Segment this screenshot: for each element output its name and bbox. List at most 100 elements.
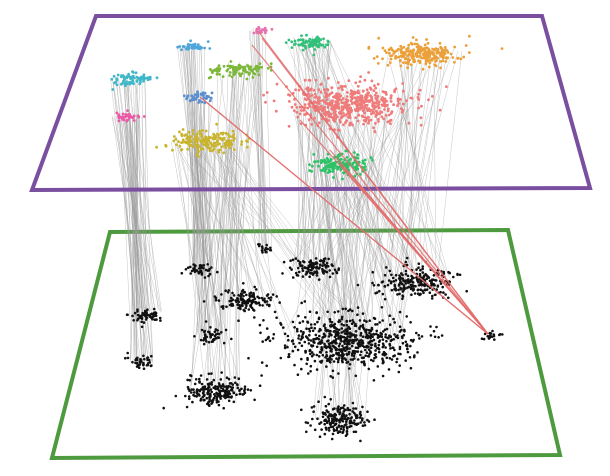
- lower-node-426: [296, 274, 300, 277]
- interlayer-edge-187: [191, 139, 203, 385]
- upper-node-1437: [326, 158, 330, 162]
- lower-node-87: [145, 364, 149, 367]
- lower-node-677: [430, 282, 433, 285]
- upper-node-1207: [385, 51, 388, 54]
- interlayer-edge-163: [121, 119, 137, 365]
- upper-node-855: [319, 104, 323, 108]
- lower-node-1244: [369, 358, 373, 362]
- interlayer-edge-345: [223, 130, 332, 318]
- upper-node-947: [330, 86, 334, 90]
- lower-node-1673: [337, 424, 341, 427]
- lower-node-1338: [207, 372, 211, 376]
- lower-node-1263: [339, 338, 343, 342]
- lower-node-1622: [338, 412, 341, 416]
- lower-node-863: [321, 353, 325, 357]
- lower-node-932: [381, 342, 385, 346]
- upper-node-1176: [442, 54, 445, 58]
- lower-node-1391: [188, 397, 191, 401]
- upper-node-386: [124, 115, 127, 118]
- interlayer-edge-198: [197, 135, 270, 305]
- upper-node-1323: [416, 55, 420, 58]
- upper-node-200: [316, 40, 320, 43]
- lower-node-1448: [218, 383, 221, 387]
- lower-node-1099: [306, 336, 309, 340]
- lower-node-1195: [282, 326, 285, 329]
- upper-node-1298: [399, 64, 403, 68]
- lower-node-948: [330, 350, 333, 353]
- lower-node-974: [309, 352, 312, 356]
- upper-node-1138: [375, 55, 379, 58]
- lower-node-1283: [340, 315, 344, 319]
- lower-node-569: [371, 270, 375, 274]
- lower-node-1592: [366, 418, 369, 422]
- lower-node-1136: [331, 354, 335, 358]
- upper-node-1087: [389, 100, 393, 103]
- lower-node-1224: [260, 361, 264, 364]
- upper-node-827: [327, 119, 330, 123]
- lower-node-1347: [199, 399, 202, 402]
- lower-node-534: [406, 274, 410, 278]
- lower-node-325: [250, 300, 254, 303]
- lower-node-116: [202, 264, 206, 267]
- interlayer-edge-230: [297, 95, 381, 270]
- upper-node-1076: [366, 93, 369, 97]
- upper-node-863: [317, 88, 321, 92]
- upper-node-230: [251, 76, 255, 79]
- lower-node-456: [296, 266, 300, 270]
- upper-node-1351: [317, 164, 320, 168]
- interlayer-edge-327: [329, 41, 452, 280]
- upper-node-1130: [424, 62, 428, 66]
- lower-node-608: [393, 283, 397, 287]
- upper-node-366: [115, 111, 119, 115]
- lower-node-1148: [317, 316, 321, 320]
- lower-node-434: [327, 257, 331, 261]
- lower-node-17: [140, 325, 144, 329]
- lower-node-1696: [323, 422, 327, 426]
- lower-node-504: [397, 288, 400, 292]
- lower-node-1295: [291, 349, 295, 353]
- lower-node-1279: [298, 321, 302, 325]
- lower-node-515: [419, 268, 422, 272]
- lower-node-1514: [238, 389, 241, 393]
- lower-node-1223: [337, 353, 341, 357]
- upper-node-945: [401, 82, 405, 85]
- lower-node-1117: [325, 359, 329, 363]
- upper-node-458: [191, 129, 195, 132]
- lower-node-871: [310, 354, 314, 358]
- upper-node-343: [186, 94, 190, 98]
- lower-node-1655: [313, 428, 317, 432]
- upper-node-1264: [412, 58, 416, 62]
- upper-node-858: [296, 115, 300, 119]
- lower-node-402: [322, 261, 325, 265]
- lower-node-1681: [354, 407, 358, 410]
- lower-node-951: [359, 353, 362, 357]
- lower-node-1095: [290, 339, 294, 343]
- lower-node-1726: [501, 333, 504, 336]
- lower-node-719: [253, 316, 256, 319]
- upper-node-1330: [408, 58, 412, 62]
- lower-node-128: [208, 267, 211, 271]
- lower-node-1438: [209, 395, 212, 398]
- lower-node-1706: [346, 427, 349, 430]
- interlayer-edge-59: [264, 29, 273, 250]
- lower-node-911: [341, 356, 344, 360]
- lower-node-1459: [202, 398, 205, 402]
- lower-node-37: [136, 319, 139, 322]
- upper-node-393: [142, 115, 146, 118]
- lower-node-132: [184, 268, 188, 271]
- upper-node-181: [303, 44, 306, 48]
- lower-node-1496: [202, 393, 206, 397]
- lower-node-1292: [384, 352, 388, 356]
- lower-node-641: [432, 274, 436, 277]
- lower-node-1040: [372, 316, 376, 320]
- upper-node-321: [208, 99, 212, 103]
- lower-node-1065: [301, 320, 305, 323]
- upper-node-33: [111, 88, 115, 91]
- lower-node-663: [423, 288, 427, 292]
- upper-node-21: [148, 77, 152, 81]
- lower-node-685: [413, 292, 417, 295]
- upper-node-202: [312, 53, 316, 57]
- upper-node-124: [264, 29, 268, 32]
- lower-node-1154: [404, 340, 408, 344]
- lower-node-919: [327, 339, 330, 342]
